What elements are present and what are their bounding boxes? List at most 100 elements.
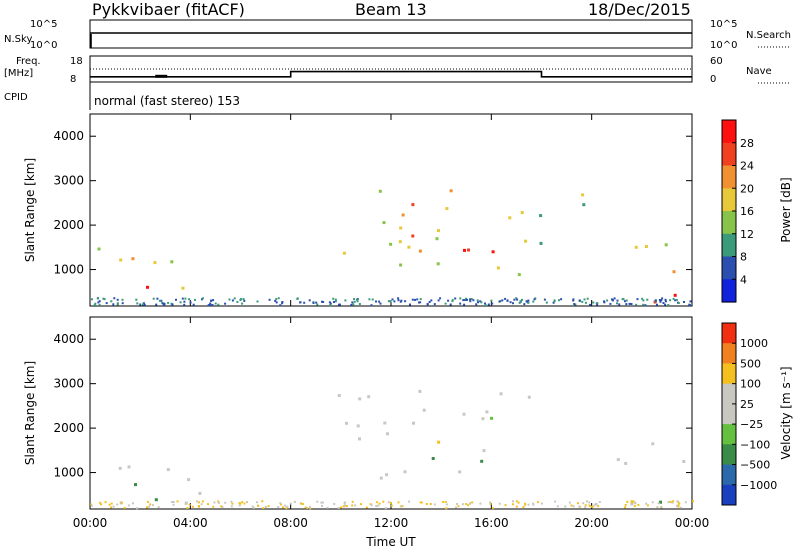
power-cell bbox=[636, 298, 639, 301]
date-label: 18/Dec/2015 bbox=[588, 0, 691, 19]
velocity-cell bbox=[246, 501, 248, 503]
power-cell bbox=[277, 297, 280, 300]
power-cell bbox=[387, 300, 390, 303]
velocity-cell bbox=[358, 437, 361, 441]
beam-label: Beam 13 bbox=[355, 0, 427, 19]
nave-tick: 0 bbox=[710, 74, 716, 85]
velocity-cell bbox=[403, 470, 407, 474]
velocity-cell bbox=[171, 501, 174, 503]
power-cell bbox=[139, 303, 142, 306]
velocity-colorbar-tick-label: 100 bbox=[740, 378, 761, 391]
velocity-cell bbox=[326, 506, 329, 509]
power-cell bbox=[398, 240, 402, 244]
power-cell bbox=[143, 303, 146, 306]
velocity-cell bbox=[110, 502, 113, 505]
velocity-cell bbox=[200, 503, 203, 506]
x-tick-label: 04:00 bbox=[173, 516, 208, 530]
power-colorbar-tick-label: 4 bbox=[740, 273, 747, 286]
velocity-cell bbox=[564, 505, 567, 508]
power-cell bbox=[642, 303, 645, 306]
velocity-cell bbox=[112, 505, 115, 508]
velocity-echo-region bbox=[118, 465, 202, 505]
power-cell bbox=[688, 304, 691, 306]
velocity-cell bbox=[217, 501, 220, 504]
power-cell bbox=[521, 298, 523, 301]
velocity-echo-region bbox=[616, 442, 686, 506]
velocity-cell bbox=[456, 503, 459, 505]
nave-tick: 60 bbox=[710, 56, 723, 67]
power-echo-region bbox=[342, 189, 528, 277]
velocity-cell bbox=[261, 500, 264, 503]
velocity-cell bbox=[651, 501, 654, 504]
power-cell bbox=[641, 297, 644, 300]
velocity-cell bbox=[679, 506, 682, 509]
velocity-cell bbox=[110, 506, 113, 509]
power-cell bbox=[592, 301, 595, 304]
power-cell bbox=[459, 302, 462, 305]
velocity-cell bbox=[522, 506, 525, 508]
velocity-colorbar-block bbox=[722, 343, 736, 364]
velocity-colorbar-block bbox=[722, 464, 736, 486]
power-cell bbox=[634, 245, 638, 249]
power-cell bbox=[329, 304, 332, 307]
cpid-label: CPID bbox=[4, 92, 28, 103]
power-cell bbox=[299, 301, 302, 304]
velocity-cell bbox=[136, 507, 139, 510]
power-cell bbox=[646, 298, 649, 301]
velocity-panel-frame bbox=[89, 316, 693, 510]
velocity-cell bbox=[262, 507, 265, 509]
velocity-cell bbox=[624, 504, 627, 506]
velocity-cell bbox=[187, 478, 191, 482]
power-cell bbox=[411, 234, 415, 238]
velocity-cell bbox=[576, 502, 579, 505]
velocity-cell bbox=[387, 501, 390, 504]
power-colorbar-block bbox=[722, 279, 736, 303]
power-cell bbox=[175, 298, 177, 301]
power-cell bbox=[447, 299, 450, 302]
power-cell bbox=[116, 303, 119, 306]
velocity-cell bbox=[588, 501, 591, 504]
power-cell bbox=[433, 303, 436, 306]
velocity-cell bbox=[220, 505, 223, 508]
velocity-cell bbox=[277, 506, 280, 508]
velocity-cell bbox=[630, 500, 633, 503]
power-cell bbox=[236, 301, 239, 303]
power-cell bbox=[391, 298, 394, 301]
power-cell bbox=[683, 301, 685, 303]
velocity-colorbar-block bbox=[722, 484, 736, 506]
power-cell bbox=[487, 303, 490, 306]
velocity-cell bbox=[481, 417, 485, 421]
velocity-cell bbox=[462, 412, 466, 416]
power-cell bbox=[231, 299, 234, 302]
power-cell bbox=[517, 273, 521, 277]
power-cell bbox=[635, 303, 638, 306]
power-cell bbox=[96, 297, 99, 300]
power-cell bbox=[506, 299, 509, 302]
power-cell bbox=[543, 298, 546, 301]
power-cell bbox=[211, 304, 214, 306]
power-cell bbox=[142, 302, 145, 305]
power-cell bbox=[102, 297, 105, 300]
power-cell bbox=[664, 243, 668, 247]
velocity-cell bbox=[646, 504, 649, 507]
power-colorbar-label: Power [dB] bbox=[779, 177, 793, 242]
velocity-cell bbox=[267, 505, 270, 508]
power-cell bbox=[224, 302, 227, 305]
velocity-cell bbox=[293, 500, 296, 503]
velocity-cell bbox=[251, 505, 254, 508]
velocity-cell bbox=[172, 501, 175, 503]
velocity-cell bbox=[408, 500, 411, 503]
velocity-cell bbox=[499, 392, 503, 396]
power-cell bbox=[243, 299, 246, 302]
power-cell bbox=[582, 203, 586, 207]
velocity-cell bbox=[370, 504, 373, 507]
velocity-cell bbox=[241, 501, 244, 504]
power-cell bbox=[281, 302, 284, 305]
power-cell bbox=[625, 303, 628, 306]
power-cell bbox=[370, 304, 373, 307]
velocity-cell bbox=[498, 502, 501, 505]
power-cell bbox=[342, 251, 346, 255]
power-cell bbox=[659, 300, 662, 303]
velocity-cell bbox=[491, 507, 494, 510]
